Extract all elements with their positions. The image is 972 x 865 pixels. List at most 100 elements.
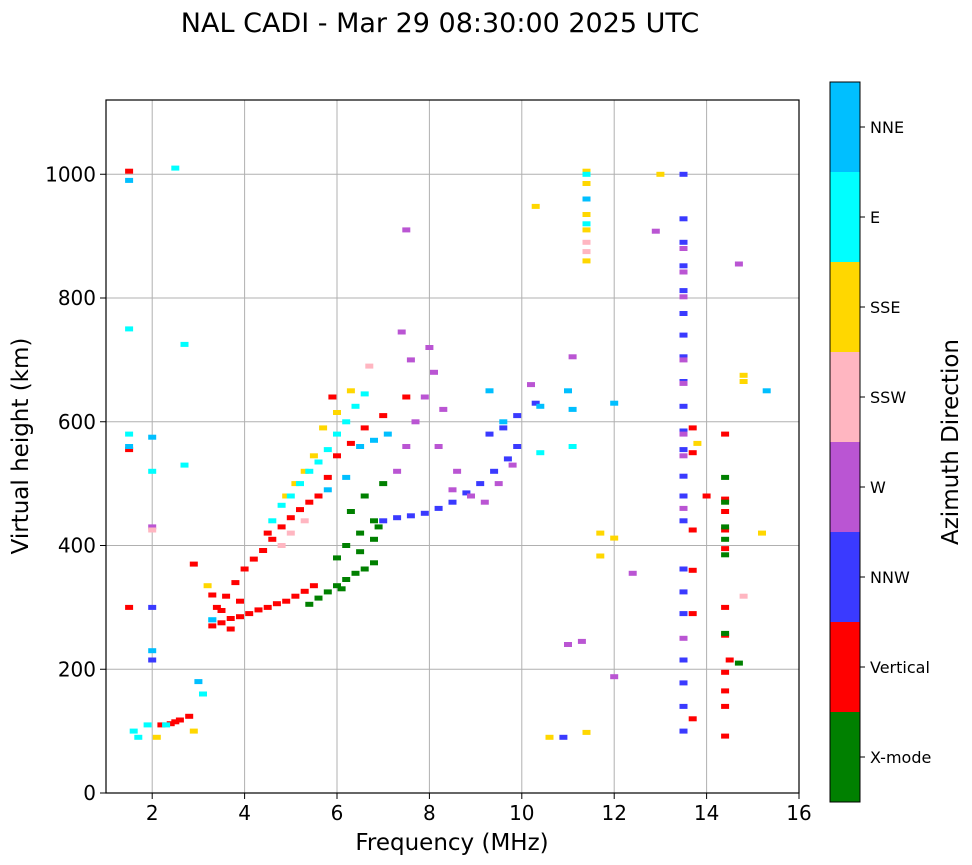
data-point-vertical [346, 440, 355, 446]
data-point-nne [762, 388, 771, 394]
data-point-nne [582, 196, 591, 202]
data-point-nnw [513, 413, 522, 419]
data-point-vertical [236, 598, 244, 604]
data-point-sse [346, 388, 355, 394]
data-point-w [628, 570, 637, 576]
data-point-ssw [277, 543, 286, 548]
y-axis-label: Virtual height (km) [8, 338, 34, 555]
data-point-nne [610, 400, 619, 406]
x-axis-label: Frequency (MHz) [355, 830, 548, 856]
data-point-vertical [721, 527, 730, 533]
data-point-nnw [420, 510, 429, 516]
data-point-e [296, 481, 304, 487]
data-point-x-mode [721, 524, 730, 530]
data-point-e [199, 691, 207, 697]
colorbar-swatch [830, 352, 860, 442]
colorbar-frame [829, 81, 861, 803]
data-point-nne [370, 437, 378, 443]
data-point-w [679, 635, 688, 641]
data-point-x-mode [721, 499, 730, 505]
data-points [125, 165, 771, 740]
y-tick-label: 600 [58, 410, 96, 434]
data-point-x-mode [721, 474, 730, 480]
data-point-x-mode [734, 660, 743, 666]
data-point-w [453, 468, 462, 474]
data-point-w [568, 354, 577, 360]
data-point-w [393, 468, 402, 474]
data-point-w [148, 524, 157, 530]
data-point-w [679, 357, 688, 363]
data-point-vertical [305, 499, 314, 505]
data-point-nne [125, 444, 134, 449]
data-point-x-mode [370, 518, 378, 524]
data-point-nnw [448, 499, 457, 505]
data-point-sse [656, 171, 665, 177]
colorbar-swatch [830, 82, 860, 172]
data-point-vertical [125, 168, 134, 174]
data-point-e [268, 518, 277, 524]
data-point-sse [693, 440, 702, 446]
data-point-sse [203, 583, 212, 589]
data-point-vertical [286, 515, 295, 521]
data-point-x-mode [721, 552, 730, 558]
data-point-sse [596, 553, 605, 559]
data-point-e [125, 431, 134, 437]
data-point-e [162, 722, 171, 728]
data-point-vertical [272, 601, 281, 607]
data-point-nnw [513, 444, 522, 449]
data-point-nne [194, 679, 203, 685]
data-point-w [679, 269, 688, 275]
data-point-vertical [300, 588, 309, 594]
data-point-vertical [263, 530, 272, 536]
data-point-vertical [268, 536, 277, 542]
data-point-sse [582, 168, 591, 174]
data-point-sse [582, 729, 591, 735]
data-point-nnw [490, 468, 499, 474]
data-point-w [734, 261, 743, 267]
data-point-e [323, 447, 332, 453]
data-point-w [402, 227, 411, 233]
data-point-nnw [679, 566, 688, 572]
data-point-x-mode [346, 509, 355, 514]
data-point-vertical [157, 722, 166, 728]
data-point-x-mode [721, 630, 730, 636]
data-point-vertical [259, 548, 268, 553]
data-point-e [305, 468, 314, 474]
data-point-vertical [254, 607, 263, 613]
data-point-ssw [582, 249, 591, 255]
data-point-w [679, 453, 688, 459]
data-point-e [582, 171, 591, 177]
data-point-nnw [679, 611, 688, 617]
data-point-nne [323, 487, 332, 493]
data-point-w [411, 419, 420, 425]
data-point-nnw [679, 332, 688, 338]
data-point-sse [291, 481, 300, 487]
data-point-e [568, 444, 577, 449]
data-point-nne [499, 419, 508, 425]
x-axis-ticks: 2 4 6 8 10 12 14 16 [146, 793, 812, 825]
data-point-vertical [721, 703, 730, 709]
y-tick-label: 1000 [45, 162, 96, 186]
data-point-vertical [185, 713, 194, 719]
data-point-vertical [217, 620, 226, 626]
data-point-w [402, 444, 411, 449]
data-point-x-mode [337, 586, 346, 592]
data-point-vertical [217, 608, 226, 613]
colorbar-swatch [830, 262, 860, 352]
data-point-nnw [679, 518, 688, 524]
data-point-vertical [721, 688, 730, 694]
data-point-vertical [171, 719, 180, 725]
data-point-x-mode [323, 589, 332, 595]
data-point-nnw [379, 518, 388, 524]
data-point-vertical [402, 394, 411, 400]
data-point-w [679, 505, 688, 511]
data-point-w [610, 674, 619, 680]
data-point-nnw [679, 657, 688, 663]
data-point-w [679, 294, 688, 300]
data-point-nne [568, 406, 577, 412]
data-point-w [430, 369, 438, 375]
data-point-vertical [282, 598, 291, 604]
data-point-e [360, 391, 369, 397]
data-point-nnw [679, 680, 688, 686]
data-point-sse [300, 468, 309, 474]
